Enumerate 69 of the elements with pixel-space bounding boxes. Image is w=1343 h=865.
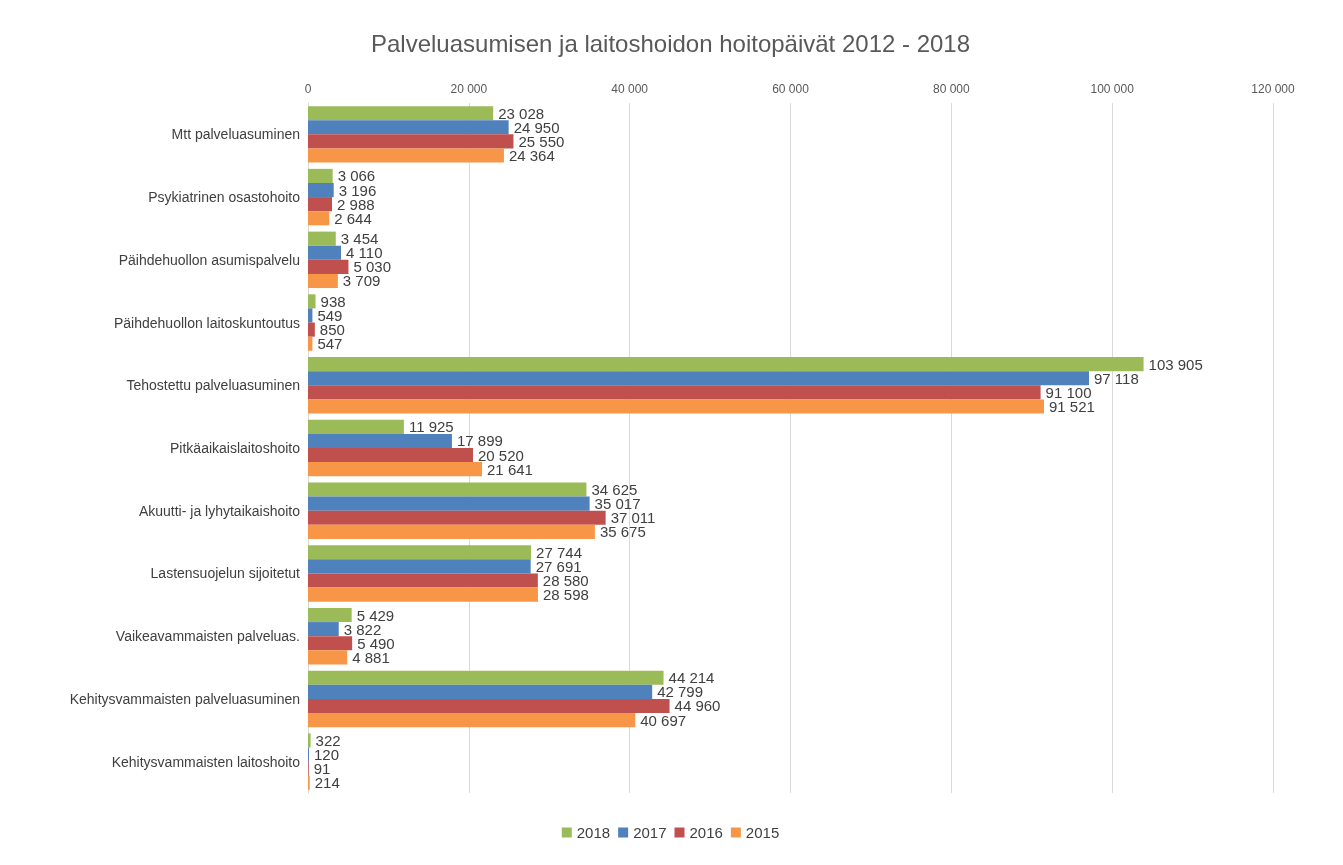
- data-label: 24 364: [508, 147, 555, 165]
- bar: [308, 524, 595, 539]
- legend-label: 2016: [689, 824, 723, 841]
- bar: [308, 482, 587, 497]
- bar: [308, 636, 353, 651]
- bar: [308, 684, 653, 699]
- y-tick-label: Lastensuojelun sijoitetut: [150, 565, 301, 582]
- bar: [308, 294, 316, 309]
- bar: [308, 433, 452, 448]
- y-tick-label: Kehitysvammaisten palveluasuminen: [69, 690, 300, 707]
- x-tick-label: 20 000: [450, 82, 488, 96]
- data-label: 322: [315, 731, 341, 749]
- bar: [308, 322, 315, 337]
- bar: [308, 733, 311, 748]
- data-label: 11 925: [408, 418, 454, 436]
- x-tick-label: 80 000: [932, 82, 971, 96]
- chart-title: Palveluasumisen ja laitoshoidon hoitopäivät 2012 - 2018: [370, 29, 971, 57]
- bar: [308, 385, 1041, 400]
- legend-label: 2015: [745, 824, 780, 841]
- bar: [308, 336, 313, 351]
- bar: [308, 245, 342, 260]
- bar: [308, 197, 333, 212]
- bar: [308, 448, 474, 463]
- y-tick-label: Kehitysvammaisten laitoshoito: [111, 753, 301, 770]
- bar: [308, 419, 404, 434]
- y-tick-label: Mtt palveluasuminen: [171, 126, 300, 143]
- bar: [308, 148, 504, 163]
- y-tick-label: Pitkäaikaislaitoshoito: [170, 440, 301, 456]
- x-tick-label: 0: [304, 82, 312, 96]
- bar: [308, 357, 1144, 372]
- bar: [308, 587, 538, 602]
- data-label: 103 905: [1148, 355, 1203, 373]
- bar: [308, 698, 670, 714]
- bar: [308, 259, 349, 274]
- y-tick-label: Päihdehuollon laitoskuntoutus: [113, 314, 300, 331]
- bar: [308, 168, 333, 183]
- bar: [308, 510, 606, 525]
- x-tick-label: 100 000: [1090, 82, 1135, 96]
- legend-label: 2018: [576, 824, 611, 841]
- bar: [308, 462, 483, 477]
- bar: [308, 399, 1044, 414]
- y-tick-label: Vaikeavammaisten palveluas.: [115, 628, 300, 645]
- y-tick-label: Akuutti- ja lyhytaikaishoito: [138, 502, 301, 519]
- x-tick-label: 60 000: [772, 82, 810, 96]
- bar: [308, 559, 531, 574]
- bar: [308, 496, 590, 511]
- x-tick-label: 40 000: [611, 82, 649, 96]
- data-label: 97 118: [1093, 369, 1139, 387]
- bar: [308, 573, 538, 588]
- bar: [308, 545, 532, 560]
- bar: [308, 308, 313, 323]
- bar: [308, 371, 1089, 386]
- bar: [308, 650, 348, 665]
- x-tick-label: 120 000: [1251, 82, 1296, 96]
- bar: [308, 211, 330, 226]
- bar: [308, 120, 509, 135]
- bar: [308, 607, 352, 623]
- bar: [308, 622, 339, 637]
- y-tick-label: Tehostettu palveluasuminen: [126, 377, 300, 394]
- bar: [308, 134, 514, 149]
- y-tick-label: Päihdehuollon asumispalvelu: [118, 251, 300, 268]
- bar: [308, 273, 338, 289]
- bar: [308, 106, 494, 121]
- bar: [308, 670, 664, 685]
- y-tick-label: Psykiatrinen osastohoito: [148, 189, 301, 206]
- bar: [308, 182, 334, 198]
- bar: [308, 713, 636, 728]
- bar: [308, 231, 336, 246]
- legend-label: 2017: [633, 824, 667, 841]
